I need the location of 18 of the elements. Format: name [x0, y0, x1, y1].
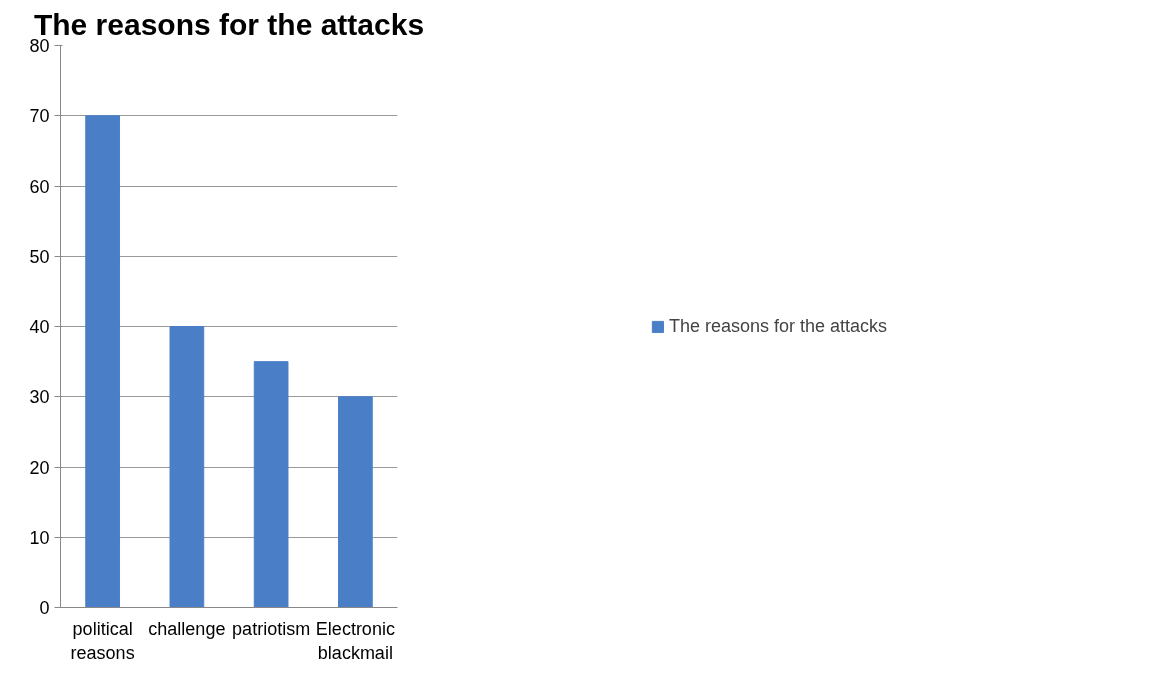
- bar: [338, 396, 373, 608]
- x-tick-label: political reasons: [70, 618, 135, 663]
- y-tick-label: 60: [29, 176, 50, 197]
- x-tick-label: challenge: [148, 618, 226, 639]
- bar: [85, 115, 120, 608]
- bar: [253, 361, 289, 608]
- bar: [169, 326, 205, 608]
- y-tick-label: 40: [29, 317, 50, 337]
- x-tick-label: patriotism: [232, 618, 311, 639]
- y-tick-label: 70: [29, 106, 50, 127]
- y-tick-label: 20: [29, 457, 50, 478]
- y-tick-label: 30: [29, 387, 50, 408]
- x-tick-label: Electronic blackmail: [315, 618, 395, 663]
- y-tick-label: 0: [39, 598, 50, 618]
- legend-label: The reasons for the attacks: [668, 315, 888, 337]
- y-tick-label: 10: [29, 527, 50, 548]
- y-tick-label: 80: [29, 36, 50, 56]
- y-tick-label: 50: [29, 246, 50, 267]
